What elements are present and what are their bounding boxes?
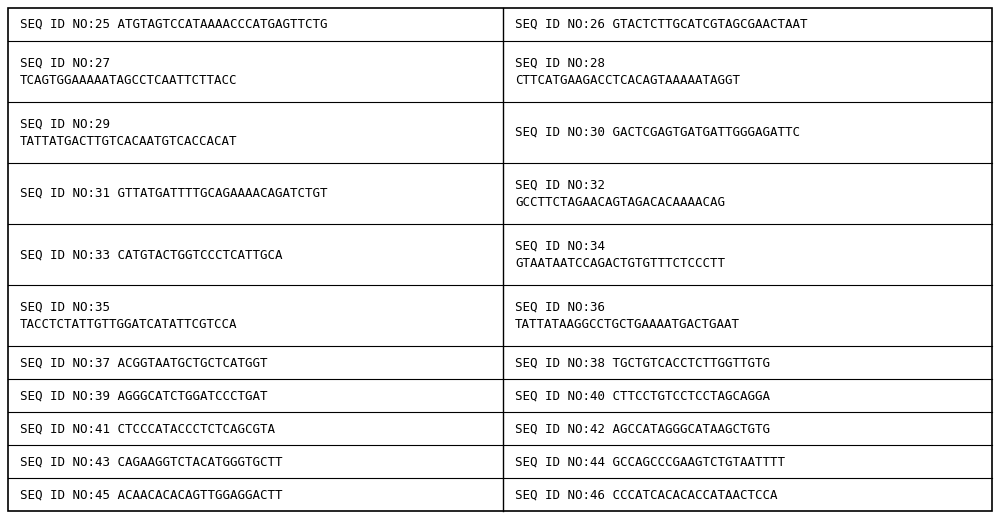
Text: SEQ ID NO:42 AGCCATAGGGCATAAGCTGTG: SEQ ID NO:42 AGCCATAGGGCATAAGCTGTG	[515, 422, 770, 435]
Text: SEQ ID NO:33 CATGTACTGGTCCCTCATTGCA: SEQ ID NO:33 CATGTACTGGTCCCTCATTGCA	[20, 248, 283, 261]
Text: SEQ ID NO:26 GTACTCTTGCATCGTAGCGAACTAAT: SEQ ID NO:26 GTACTCTTGCATCGTAGCGAACTAAT	[515, 18, 808, 31]
Text: SEQ ID NO:43 CAGAAGGTCTACATGGGTGCTT: SEQ ID NO:43 CAGAAGGTCTACATGGGTGCTT	[20, 455, 283, 468]
Text: SEQ ID NO:39 AGGGCATCTGGATCCCTGAT: SEQ ID NO:39 AGGGCATCTGGATCCCTGAT	[20, 389, 268, 402]
Text: SEQ ID NO:37 ACGGTAATGCTGCTCATGGT: SEQ ID NO:37 ACGGTAATGCTGCTCATGGT	[20, 356, 268, 369]
Text: SEQ ID NO:29
TATTATGACTTGTCACAATGTCACCACAT: SEQ ID NO:29 TATTATGACTTGTCACAATGTCACCAC…	[20, 117, 238, 147]
Text: SEQ ID NO:31 GTTATGATTTTGCAGAAAACAGATCTGT: SEQ ID NO:31 GTTATGATTTTGCAGAAAACAGATCTG…	[20, 187, 328, 200]
Text: SEQ ID NO:41 CTCCCATACCCTCTCAGCGTA: SEQ ID NO:41 CTCCCATACCCTCTCAGCGTA	[20, 422, 275, 435]
Text: SEQ ID NO:44 GCCAGCCCGAAGTCTGTAATTTT: SEQ ID NO:44 GCCAGCCCGAAGTCTGTAATTTT	[515, 455, 785, 468]
Text: SEQ ID NO:38 TGCTGTCACCTCTTGGTTGTG: SEQ ID NO:38 TGCTGTCACCTCTTGGTTGTG	[515, 356, 770, 369]
Text: SEQ ID NO:35
TACCTCTATTGTTGGATCATATTCGTCCA: SEQ ID NO:35 TACCTCTATTGTTGGATCATATTCGTC…	[20, 301, 238, 331]
Text: SEQ ID NO:46 CCCATCACACACCATAACTCCA: SEQ ID NO:46 CCCATCACACACCATAACTCCA	[515, 488, 778, 501]
Text: SEQ ID NO:30 GACTCGAGTGATGATTGGGAGATTC: SEQ ID NO:30 GACTCGAGTGATGATTGGGAGATTC	[515, 126, 800, 139]
Text: SEQ ID NO:36
TATTATAAGGCCTGCTGAAAATGACTGAAT: SEQ ID NO:36 TATTATAAGGCCTGCTGAAAATGACTG…	[515, 301, 740, 331]
Text: SEQ ID NO:27
TCAGTGGAAAAATAGCCTCAATTCTTACC: SEQ ID NO:27 TCAGTGGAAAAATAGCCTCAATTCTTA…	[20, 56, 238, 87]
Text: SEQ ID NO:40 CTTCCTGTCCTCCTAGCAGGA: SEQ ID NO:40 CTTCCTGTCCTCCTAGCAGGA	[515, 389, 770, 402]
Text: SEQ ID NO:34
GTAATAATCCAGACTGTGTTTCTCCCTT: SEQ ID NO:34 GTAATAATCCAGACTGTGTTTCTCCCT…	[515, 239, 725, 270]
Text: SEQ ID NO:32
GCCTTCTAGAACAGTAGACACAAAACAG: SEQ ID NO:32 GCCTTCTAGAACAGTAGACACAAAACA…	[515, 178, 725, 209]
Text: SEQ ID NO:28
CTTCATGAAGACCTCACAGTAAAAATAGGT: SEQ ID NO:28 CTTCATGAAGACCTCACAGTAAAAATA…	[515, 56, 740, 87]
Text: SEQ ID NO:25 ATGTAGTCCATAAAACCCATGAGTTCTG: SEQ ID NO:25 ATGTAGTCCATAAAACCCATGAGTTCT…	[20, 18, 328, 31]
Text: SEQ ID NO:45 ACAACACACAGTTGGAGGACTT: SEQ ID NO:45 ACAACACACAGTTGGAGGACTT	[20, 488, 283, 501]
